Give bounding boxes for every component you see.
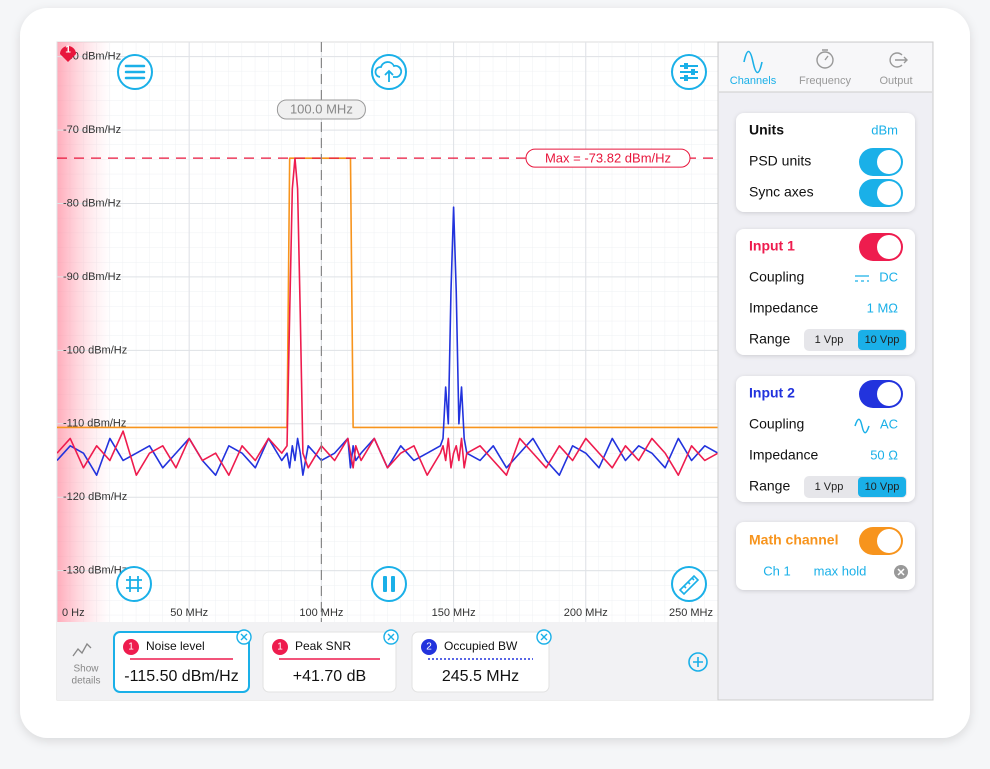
measurement-value: 245.5 MHz — [442, 668, 519, 685]
y-tick-label: -110 dBm/Hz — [63, 418, 126, 430]
traces — [57, 157, 718, 476]
coupling-value[interactable]: AC — [880, 416, 898, 431]
measurement-close-icon — [240, 633, 248, 641]
measurement-badge — [123, 639, 139, 655]
impedance-value[interactable]: 50 Ω — [870, 447, 898, 462]
measurement-close-icon — [540, 633, 548, 641]
range-shade — [57, 42, 112, 622]
coupling-label: Coupling — [749, 416, 804, 432]
y-tick-label: -120 dBm/Hz — [63, 491, 127, 503]
measurement-badge — [272, 639, 288, 655]
input1-title: Input 1 — [749, 238, 795, 254]
spectrum-plot: Max = -73.82 dBm/Hz 100.0 MHz -60 dBm/Hz -7… — [56, 42, 719, 622]
toggle-knob — [877, 181, 901, 205]
pause-button[interactable] — [371, 566, 407, 602]
trace-line — [57, 157, 718, 429]
cursor-label: 100.0 MHz — [290, 101, 353, 116]
math-source[interactable]: Ch 1 — [763, 563, 790, 578]
range-option[interactable]: 1 Vpp — [815, 334, 844, 346]
trace-line — [57, 157, 718, 476]
measurement-badge-label: 1 — [128, 642, 134, 653]
range-selected — [858, 330, 906, 350]
measurement-name: Occupied BW — [444, 639, 518, 653]
measurement-value: -115.50 dBm/Hz — [124, 668, 238, 685]
channels-icon — [743, 50, 763, 74]
show-details-label[interactable]: details — [72, 676, 101, 687]
x-tick-label: 200 MHz — [564, 607, 608, 619]
measurement-value: +41.70 dB — [293, 668, 366, 685]
measurement-badge-label: 1 — [277, 642, 283, 653]
measurement-card[interactable] — [113, 631, 250, 693]
plot-background — [57, 42, 718, 622]
toggle-knob — [877, 382, 901, 406]
add-measurement-button[interactable] — [688, 652, 708, 672]
max-label: Max = -73.82 dBm/Hz — [545, 151, 671, 166]
input2-title: Input 2 — [749, 385, 795, 401]
measurement-name: Peak SNR — [295, 639, 351, 653]
y-tick-label: -70 dBm/Hz — [63, 124, 121, 136]
show-details-label[interactable]: Show — [73, 664, 99, 675]
y-tick-label: -130 dBm/Hz — [63, 565, 127, 577]
measurement-badge-label: 2 — [426, 642, 432, 653]
cursor-label-box[interactable] — [276, 99, 366, 120]
measurement-badge — [421, 639, 437, 655]
ac-icon — [854, 418, 870, 434]
dc-icon — [855, 275, 869, 282]
marker-badge[interactable]: 1 — [60, 45, 76, 62]
toggle-knob — [877, 150, 901, 174]
tab-frequency[interactable]: Frequency — [799, 75, 851, 87]
coupling-label: Coupling — [749, 269, 804, 285]
measurement-card[interactable] — [262, 631, 397, 693]
coupling-value[interactable]: DC — [879, 269, 898, 284]
x-tick-label: 50 MHz — [170, 607, 208, 619]
marker-badge-label: 1 — [65, 45, 71, 56]
tab-channels[interactable]: Channels — [730, 75, 777, 87]
upload-button[interactable] — [371, 54, 407, 90]
range-selected — [858, 477, 906, 497]
range-label: Range — [749, 331, 790, 347]
math-clear-button[interactable] — [894, 565, 908, 579]
y-tick-label: -90 dBm/Hz — [63, 271, 121, 283]
max-label-box — [525, 148, 691, 168]
math-title: Math channel — [749, 532, 838, 548]
y-tick-label: -80 dBm/Hz — [63, 197, 121, 209]
measurement-close-icon — [387, 633, 395, 641]
show-details-icon — [72, 642, 92, 657]
x-tick-label: 0 Hz — [62, 607, 85, 619]
x-tick-label: 250 MHz — [669, 607, 713, 619]
math-function[interactable]: max hold — [814, 563, 867, 578]
impedance-label: Impedance — [749, 300, 818, 316]
impedance-label: Impedance — [749, 447, 818, 463]
frequency-icon — [816, 49, 834, 69]
toggle-knob — [877, 235, 901, 259]
toggle-knob — [877, 529, 901, 553]
units-title: Units — [749, 122, 784, 138]
range-label: Range — [749, 478, 790, 494]
settings-button[interactable] — [671, 54, 707, 90]
range-option[interactable]: 10 Vpp — [865, 334, 900, 346]
menu-button[interactable] — [117, 54, 153, 90]
range-option[interactable]: 1 Vpp — [815, 481, 844, 493]
grid-button[interactable] — [116, 566, 152, 602]
y-tick-label: -100 dBm/Hz — [63, 344, 127, 356]
psd-units-label: PSD units — [749, 153, 811, 169]
y-tick-label: -60 dBm/Hz — [63, 51, 121, 63]
units-value[interactable]: dBm — [871, 122, 898, 137]
measurement-name: Noise level — [146, 639, 205, 653]
output-icon — [889, 52, 908, 68]
x-tick-label: 100 MHz — [299, 607, 343, 619]
range-option[interactable]: 10 Vpp — [865, 481, 900, 493]
measure-button[interactable] — [671, 566, 707, 602]
impedance-value[interactable]: 1 MΩ — [867, 300, 899, 315]
measurement-card[interactable] — [411, 631, 550, 693]
tab-output[interactable]: Output — [879, 75, 912, 87]
sync-axes-label: Sync axes — [749, 184, 814, 200]
x-tick-label: 150 MHz — [432, 607, 476, 619]
